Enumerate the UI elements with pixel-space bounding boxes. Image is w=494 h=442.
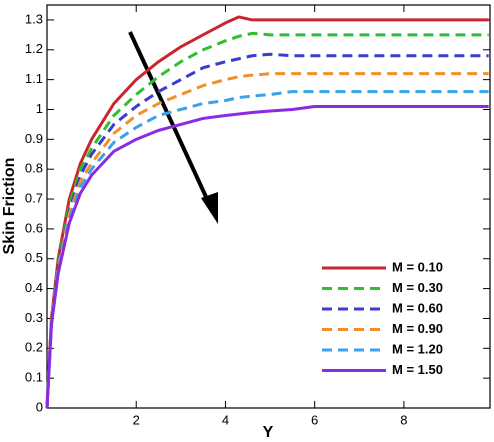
x-tick-label: 8 [400, 412, 407, 427]
series-line [45, 90, 489, 409]
trend-arrow [128, 31, 215, 213]
x-tick-label: 4 [222, 412, 229, 427]
y-tick-label: 0.3 [25, 310, 43, 325]
legend-text: M = 1.50 [392, 362, 443, 377]
y-tick-label: 0.2 [25, 340, 43, 355]
legend-text: M = 0.60 [392, 300, 443, 315]
legend-text: M = 0.90 [392, 321, 443, 336]
y-tick-label: 0.6 [25, 220, 43, 235]
y-tick-label: 1.2 [25, 41, 43, 56]
series-line [45, 31, 489, 409]
x-axis-title: Y [263, 424, 274, 441]
legend-text: M = 0.30 [392, 280, 443, 295]
x-tick-label: 6 [311, 412, 318, 427]
x-tick-label: 2 [133, 412, 140, 427]
y-axis-title: Skin Friction [1, 158, 18, 255]
y-tick-label: 1 [36, 101, 43, 116]
arrow-head [201, 192, 218, 224]
legend-text: M = 1.20 [392, 341, 443, 356]
series-line [45, 52, 489, 409]
series-line [45, 104, 489, 409]
y-tick-label: 0.9 [25, 131, 43, 146]
y-tick-label: 0.5 [25, 250, 43, 265]
series-line [45, 15, 489, 409]
y-tick-label: 0.7 [25, 190, 43, 205]
plot-frame [46, 4, 491, 409]
y-tick-label: 0.8 [25, 161, 43, 176]
legend-text: M = 0.10 [392, 259, 443, 274]
y-tick-label: 1.1 [25, 71, 43, 86]
series-line [45, 72, 489, 409]
y-tick-label: 0 [36, 399, 43, 414]
y-tick-label: 1.3 [25, 11, 43, 26]
y-tick-label: 0.4 [25, 280, 43, 295]
y-tick-label: 0.1 [25, 370, 43, 385]
